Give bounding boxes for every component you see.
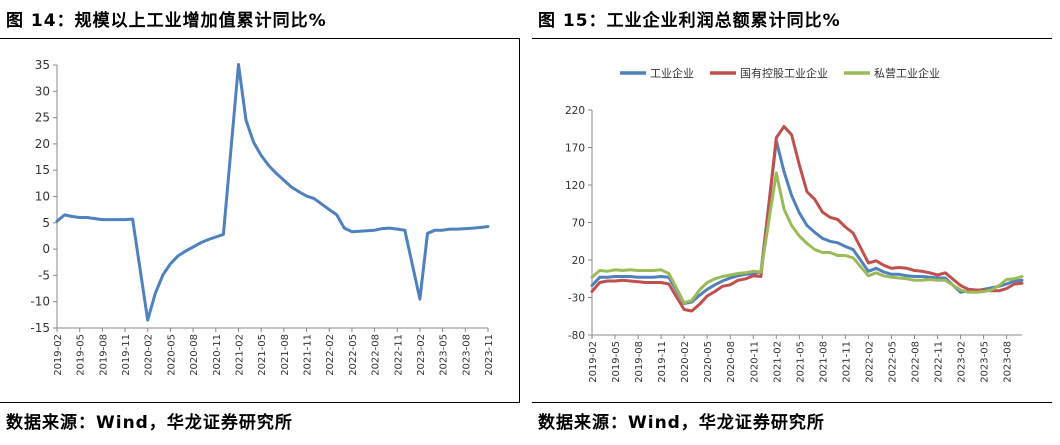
right-y-tick-label: -30 — [568, 293, 585, 305]
left-chart: -15 -10 -5 0 5 10 15 20 25 30 35 2019-02 2019-05 2019… — [30, 58, 495, 376]
right-x-tick-label: 2020-02 — [680, 341, 691, 383]
left-panel: 图 14：规模以上工业增加值累计同比% -15 -10 -5 0 5 10 15 20 25 30… — [0, 0, 528, 445]
left-x-tick-label: 2023-02 — [416, 334, 427, 376]
right-series-line-3 — [590, 171, 1024, 305]
right-x-tick-label: 2019-08 — [634, 341, 645, 383]
left-x-tick-label: 2021-02 — [234, 334, 245, 376]
left-y-tick-label: 10 — [35, 190, 50, 204]
left-x-tick-label: 2021-05 — [257, 334, 268, 376]
right-x-tick-label: 2021-11 — [841, 341, 852, 383]
right-source-note: 数据来源：Wind，华龙证券研究所 — [538, 413, 825, 433]
right-legend-label-1: 工业企业 — [650, 66, 694, 80]
right-source-rule — [532, 402, 1052, 403]
left-y-tick-label: 15 — [35, 163, 50, 177]
right-x-tick-label: 2023-02 — [957, 341, 968, 383]
right-x-tick-label: 2019-02 — [588, 341, 599, 383]
right-panel: 图 15：工业企业利润总额累计同比% -80 -30 20 70 120 170 220 20… — [532, 0, 1060, 445]
right-y-tick-label: 170 — [565, 143, 585, 155]
right-title-rule — [532, 38, 1052, 39]
left-source-rule — [0, 402, 520, 403]
left-y-tick-label: 25 — [35, 111, 50, 125]
left-x-tick-label: 2020-08 — [189, 334, 200, 376]
left-x-tick-label: 2019-05 — [76, 334, 87, 376]
left-x-tick-label: 2019-11 — [121, 334, 132, 376]
left-x-tick-label: 2022-11 — [393, 334, 404, 376]
right-x-tick-label: 2021-02 — [772, 341, 783, 383]
right-x-tick-label: 2020-05 — [703, 341, 714, 383]
left-y-tick-label: -15 — [30, 321, 50, 335]
left-x-tick-label: 2020-02 — [144, 334, 155, 376]
left-series-line-1 — [55, 63, 490, 322]
left-y-tick-label: -5 — [38, 268, 50, 282]
right-x-tick-label: 2022-11 — [934, 341, 945, 383]
right-y-tick-label: -80 — [568, 330, 585, 342]
right-x-tick-label: 2023-08 — [1003, 341, 1014, 383]
left-y-tick-label: 35 — [35, 58, 50, 72]
panel-divider — [519, 38, 520, 402]
right-legend-label-2: 国有控股工业企业 — [740, 66, 828, 80]
right-y-tick-label: 70 — [572, 218, 585, 230]
left-x-tick-label: 2022-08 — [371, 334, 382, 376]
right-legend-label-3: 私营工业企业 — [874, 66, 940, 80]
right-x-tick-label: 2023-05 — [980, 341, 991, 383]
left-y-tick-label: 20 — [35, 137, 50, 151]
left-x-tick-label: 2019-08 — [98, 334, 109, 376]
left-y-tick-label: -10 — [30, 295, 50, 309]
right-x-tick-label: 2021-05 — [795, 341, 806, 383]
left-x-tick-label: 2022-05 — [348, 334, 359, 376]
right-series-line-2 — [590, 125, 1024, 313]
right-x-tick-label: 2019-11 — [657, 341, 668, 383]
right-y-tick-label: 120 — [565, 180, 585, 192]
right-y-tick-label: 220 — [565, 105, 585, 117]
left-x-tick-label: 2023-11 — [484, 334, 495, 376]
right-figure-title: 图 15：工业企业利润总额累计同比% — [538, 11, 841, 31]
right-chart: -80 -30 20 70 120 170 220 2019-02 2019-05 2019-08… — [565, 66, 1024, 383]
left-x-tick-label: 2021-11 — [303, 334, 314, 376]
right-series-line-1 — [590, 139, 1024, 305]
right-x-tick-label: 2019-05 — [611, 341, 622, 383]
left-source-note: 数据来源：Wind，华龙证券研究所 — [6, 413, 293, 433]
left-x-tick-label: 2023-08 — [461, 334, 472, 376]
left-x-tick-label: 2019-02 — [53, 334, 64, 376]
right-y-tick-label: 20 — [572, 255, 585, 267]
right-x-tick-label: 2020-11 — [749, 341, 760, 383]
right-x-tick-label: 2020-08 — [726, 341, 737, 383]
left-x-tick-label: 2021-08 — [280, 334, 291, 376]
left-x-tick-label: 2020-11 — [212, 334, 223, 376]
left-y-tick-label: 5 — [42, 216, 50, 230]
left-x-tick-label: 2022-02 — [325, 334, 336, 376]
left-x-tick-label: 2020-05 — [166, 334, 177, 376]
left-x-tick-label: 2023-05 — [439, 334, 450, 376]
left-y-tick-label: 0 — [42, 242, 50, 256]
right-x-tick-label: 2022-08 — [911, 341, 922, 383]
right-x-tick-label: 2022-05 — [887, 341, 898, 383]
left-figure-title: 图 14：规模以上工业增加值累计同比% — [6, 11, 327, 31]
right-x-tick-label: 2021-08 — [818, 341, 829, 383]
left-y-tick-label: 30 — [35, 84, 50, 98]
left-title-rule — [0, 38, 520, 39]
right-x-tick-label: 2022-02 — [864, 341, 875, 383]
